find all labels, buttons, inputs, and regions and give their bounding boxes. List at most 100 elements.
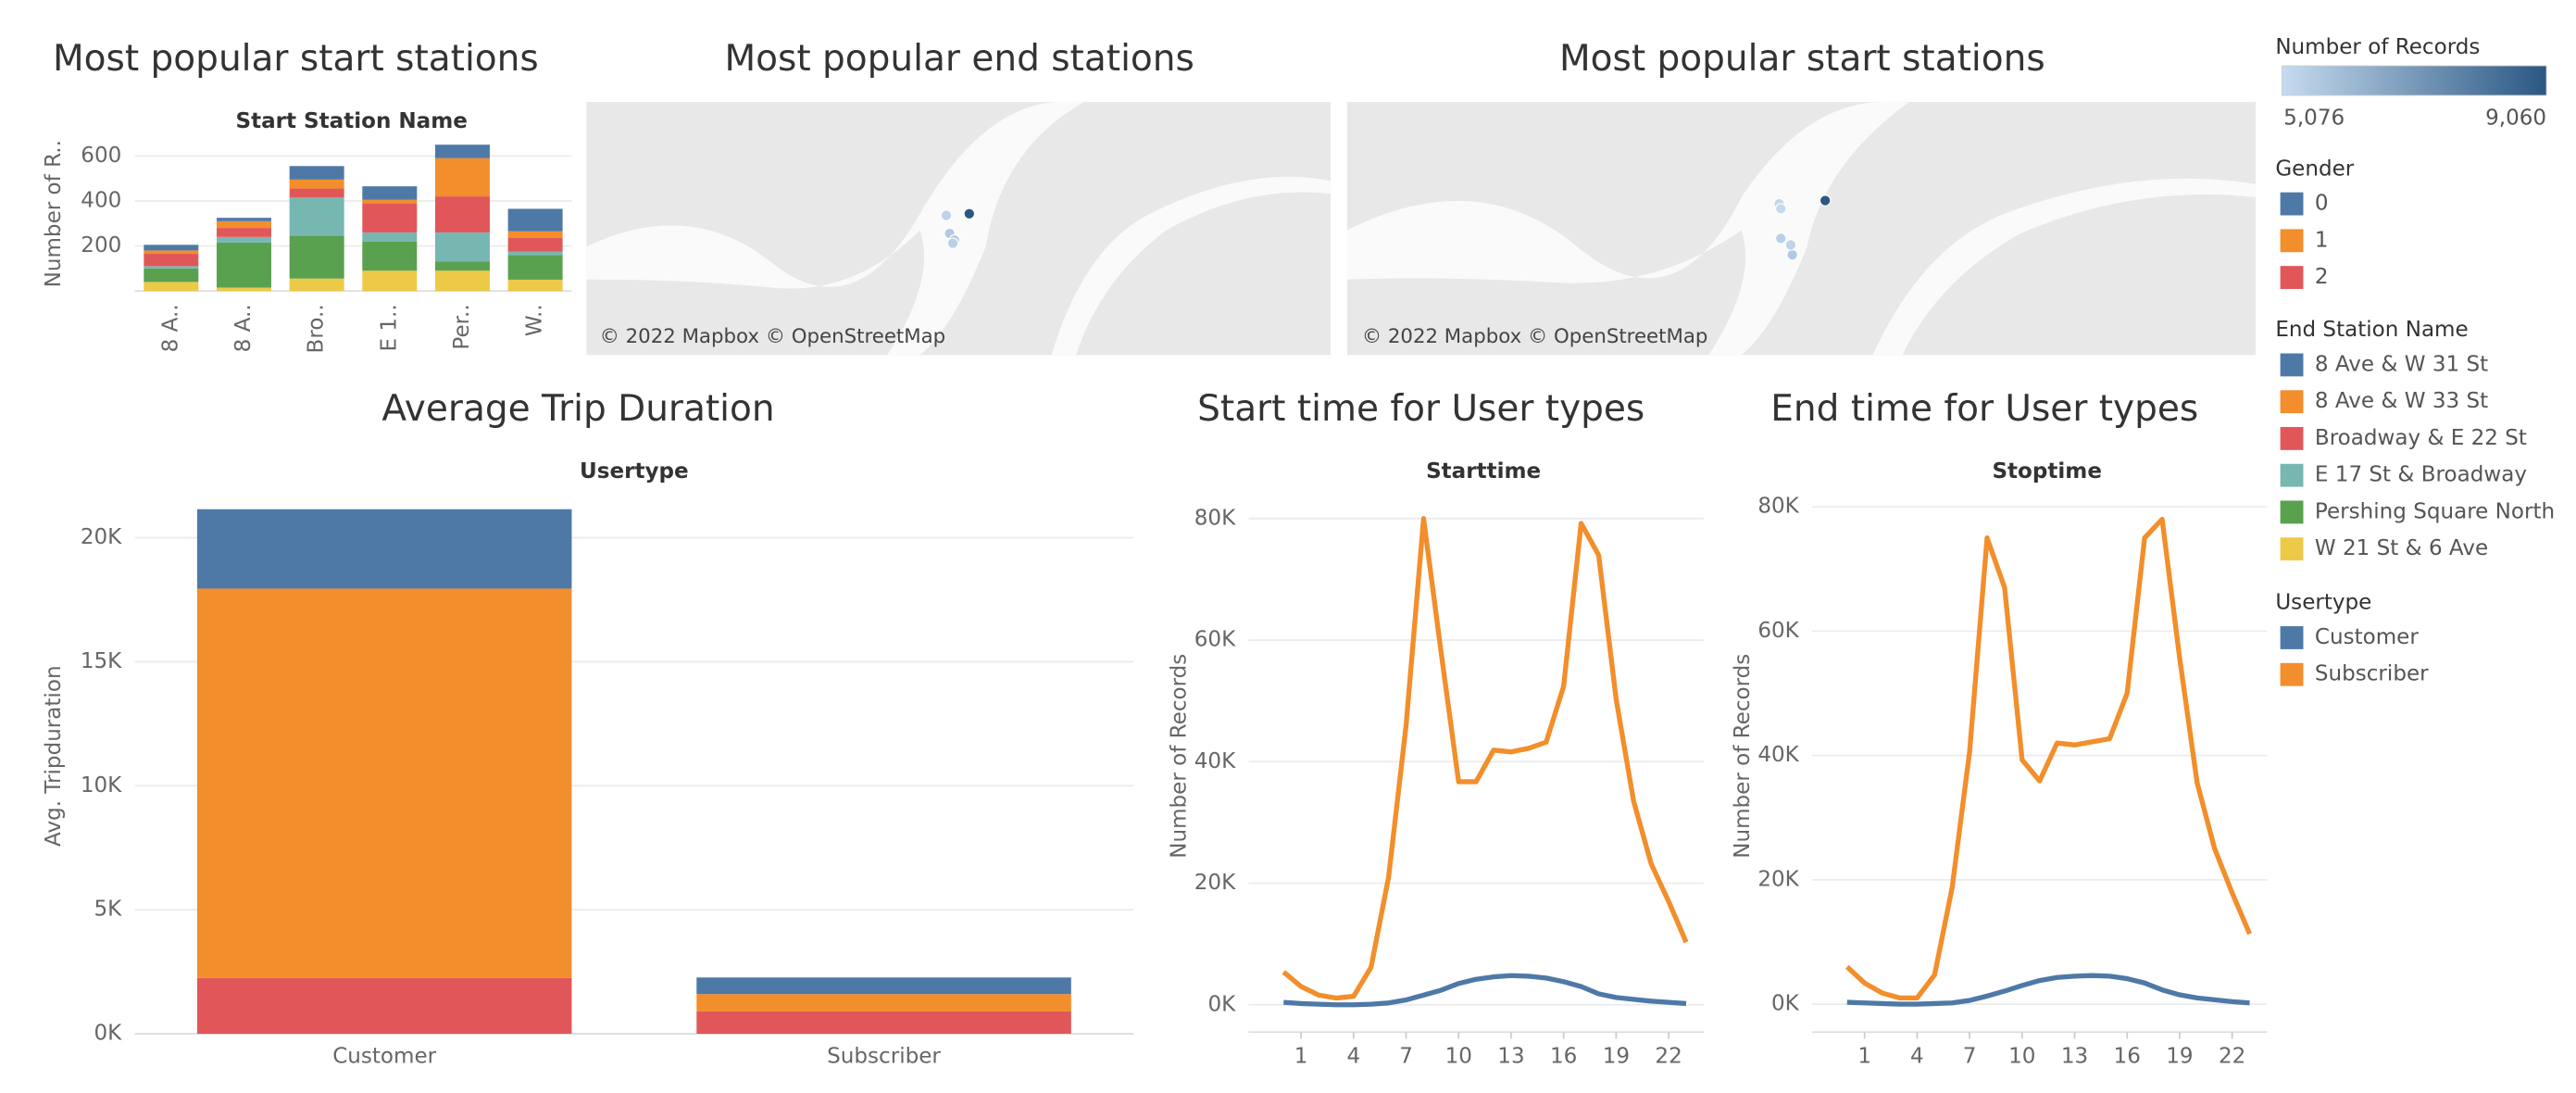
legend-label: 0: [2315, 192, 2329, 216]
y-tick-label: 0K: [94, 1022, 123, 1046]
x-tick-label: 16: [1550, 1044, 1577, 1068]
y-tick-label: 20K: [81, 525, 122, 549]
bar-segment: [434, 270, 490, 292]
x-tick-label: Subscriber: [827, 1044, 941, 1068]
x-tick-label: 13: [1497, 1044, 1524, 1068]
legend-swatch: [2280, 266, 2304, 289]
chart-title: Most popular start stations: [53, 38, 539, 80]
y-tick-label: 20K: [1757, 867, 1799, 891]
bar-segment: [507, 238, 563, 252]
station-dot: [1775, 203, 1787, 215]
station-dot: [940, 209, 953, 221]
legend-title: Gender: [2275, 157, 2354, 181]
line: [1846, 973, 2250, 1007]
bar-segment: [144, 266, 199, 269]
legend-label: 2: [2315, 265, 2329, 289]
y-tick-label: 15K: [81, 649, 122, 673]
bar-segment: [216, 287, 271, 292]
line: [1844, 516, 2252, 1001]
chart-subtitle: Usertype: [580, 459, 689, 484]
y-tick-label: 40K: [1194, 749, 1236, 773]
legend-label: Subscriber: [2315, 662, 2429, 686]
station-dot: [1775, 232, 1787, 245]
bar-segment: [696, 994, 1071, 1011]
line: [1282, 516, 1689, 1001]
y-tick-label: 600: [81, 144, 121, 168]
bar-segment: [362, 241, 418, 271]
y-tick-label: 0K: [1771, 992, 1800, 1016]
x-tick-label: 16: [2114, 1044, 2141, 1068]
bar-segment: [696, 1011, 1071, 1035]
x-tick-label: 7: [1399, 1044, 1413, 1068]
bar-segment: [196, 588, 572, 978]
y-axis-label: Number of Records: [1167, 654, 1191, 859]
bar-segment: [289, 235, 344, 279]
bar-segment: [434, 157, 490, 197]
legend-label: 8 Ave & W 31 St: [2315, 352, 2488, 376]
bar-segment: [144, 254, 199, 267]
legend-swatch: [2280, 390, 2304, 414]
bar-segment: [507, 255, 563, 280]
x-tick-label: 1: [1857, 1044, 1871, 1068]
y-tick-label: 10K: [81, 773, 122, 798]
y-tick-label: 60K: [1194, 628, 1236, 652]
bar-segment: [507, 251, 563, 256]
y-axis-label: Avg. Tripduration: [42, 665, 66, 847]
x-tick-label: Bro..: [305, 304, 329, 353]
legend-label: 1: [2315, 228, 2329, 252]
line: [1283, 973, 1687, 1008]
legend-swatch: [2280, 463, 2304, 487]
bar-segment: [289, 179, 344, 189]
bar-segment: [289, 188, 344, 198]
x-tick-label: 22: [2219, 1044, 2245, 1068]
chart-subtitle: Start Station Name: [235, 109, 467, 133]
bar-segment: [144, 282, 199, 292]
x-tick-label: 22: [1655, 1044, 1682, 1068]
station-dot: [1819, 195, 1832, 207]
legend-swatch: [2280, 537, 2304, 561]
bar-segment: [362, 186, 418, 200]
x-tick-label: 7: [1963, 1044, 1977, 1068]
bar-segment: [362, 270, 418, 292]
bar-segment: [507, 208, 563, 232]
bar-segment: [216, 218, 271, 221]
y-tick-label: 80K: [1194, 506, 1236, 530]
bar-segment: [434, 196, 490, 232]
y-axis-label: Number of Records: [1731, 654, 1755, 859]
chart-title: Average Trip Duration: [381, 388, 774, 430]
bar-segment: [216, 236, 271, 243]
bar-segment: [507, 231, 563, 239]
map-title: Most popular start stations: [1559, 38, 2045, 80]
map-attribution: © 2022 Mapbox © OpenStreetMap: [600, 325, 946, 348]
legend-label: Customer: [2315, 625, 2419, 649]
bar-segment: [289, 278, 344, 292]
station-dot: [1784, 239, 1797, 251]
x-tick-label: 4: [1346, 1044, 1360, 1068]
bar-segment: [144, 245, 199, 251]
station-dot: [1786, 248, 1798, 261]
legend-swatch: [2280, 500, 2304, 524]
bar-segment: [144, 268, 199, 283]
map-title: Most popular end stations: [724, 38, 1194, 80]
legend-swatch: [2280, 662, 2304, 686]
legend-swatch: [2280, 427, 2304, 450]
legend-label: 9,060: [2485, 106, 2546, 130]
chart-subtitle: Starttime: [1426, 459, 1541, 484]
y-tick-label: 5K: [94, 898, 123, 922]
bar-segment: [362, 232, 418, 242]
x-tick-label: Customer: [332, 1044, 436, 1068]
chart-title: End time for User types: [1770, 388, 2198, 430]
bar-segment: [507, 279, 563, 292]
y-tick-label: 200: [81, 233, 121, 258]
legend-title: Number of Records: [2275, 35, 2480, 59]
legend-swatch: [2280, 192, 2304, 216]
legend-label: Pershing Square North: [2315, 499, 2555, 523]
legend-label: 5,076: [2283, 106, 2345, 130]
x-tick-label: 10: [2008, 1044, 2035, 1068]
x-tick-label: 8 A..: [158, 304, 182, 352]
chart-subtitle: Stoptime: [1992, 459, 2102, 484]
legend-label: Broadway & E 22 St: [2315, 426, 2527, 450]
legend-label: 8 Ave & W 33 St: [2315, 389, 2488, 413]
x-tick-label: 19: [2166, 1044, 2193, 1068]
bar-segment: [434, 232, 490, 262]
